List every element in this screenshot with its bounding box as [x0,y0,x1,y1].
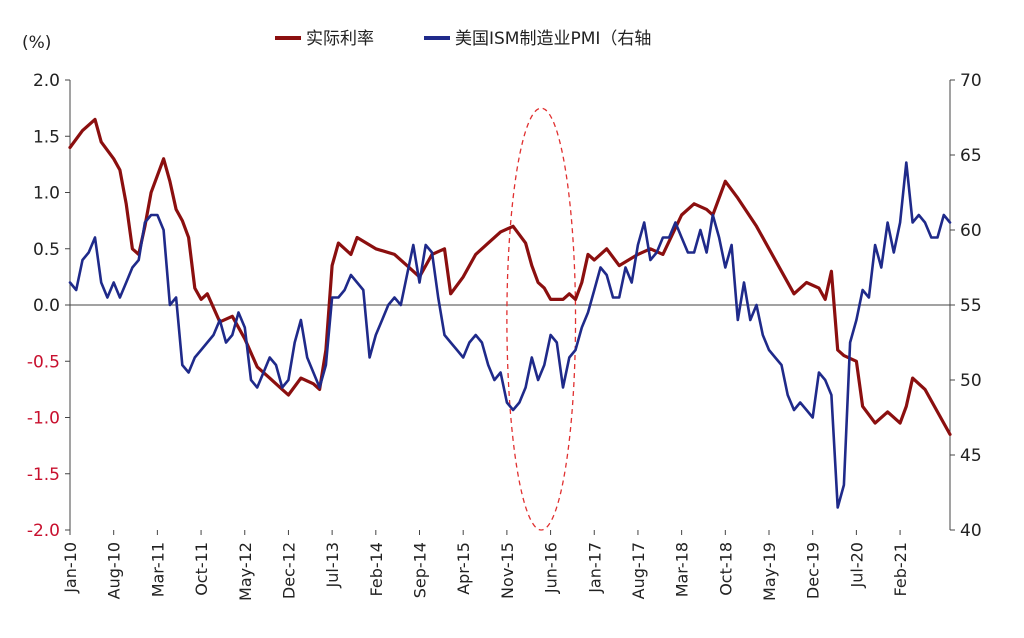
legend: 实际利率 美国ISM制造业PMI（右轴 [275,29,651,49]
right-tick-label: 50 [960,371,982,391]
x-tick-label: Jul-20 [847,542,866,588]
x-tick-label: Feb-21 [891,542,910,596]
x-tick-label: Jan-10 [61,542,80,594]
x-tick-label: Sep-14 [411,542,430,598]
x-tick-label: Jul-13 [323,542,342,588]
left-axis-unit-label: (%) [22,33,51,53]
left-tick-label: -2.0 [27,521,60,541]
left-tick-label: 0.0 [33,296,60,316]
left-tick-label: -1.5 [27,465,60,485]
right-tick-label: 45 [960,446,982,466]
right-tick-label: 60 [960,221,982,241]
left-tick-label: -1.0 [27,409,60,429]
right-tick-label: 70 [960,71,982,91]
series-group [68,117,952,509]
x-tick-label: Jan-17 [585,542,604,594]
left-tick-label: 1.0 [33,184,60,204]
right-tick-label: 55 [960,296,982,316]
x-tick-label: Mar-18 [673,542,692,597]
x-tick-label: Apr-15 [454,542,473,595]
axes: 2.0 1.5 1.0 0.5 0.0 -0.5 -1.0 -1.5 -2.0 70 65 60 55 5… [27,71,982,601]
x-tick-label: Oct-11 [192,542,211,596]
series-line-pmi [68,161,952,509]
x-tick-label: Aug-17 [629,542,648,599]
legend-label-pmi: 美国ISM制造业PMI（右轴 [455,29,651,49]
x-tick-label: Oct-18 [716,542,735,596]
left-tick-label: 0.5 [33,240,60,260]
x-tick-label: Dec-12 [279,542,298,599]
x-tick-label: Mar-11 [148,542,167,597]
left-tick-label: -0.5 [27,352,60,372]
left-tick-label: 2.0 [33,71,60,91]
highlight-ellipse [506,107,577,531]
right-tick-label: 40 [960,521,982,541]
annotations [506,107,577,531]
legend-label-real-rate: 实际利率 [306,29,374,49]
right-tick-label: 65 [960,146,982,166]
x-tick-label: May-12 [236,542,255,601]
x-tick-label: May-19 [760,542,779,601]
x-tick-label: Nov-15 [498,542,517,599]
left-tick-label: 1.5 [33,127,60,147]
x-tick-label: Jun-16 [542,542,561,594]
series-line-real-rate [68,117,952,436]
x-tick-label: Feb-14 [367,542,386,596]
x-tick-label: Dec-19 [804,542,823,599]
x-tick-label: Aug-10 [105,542,124,599]
